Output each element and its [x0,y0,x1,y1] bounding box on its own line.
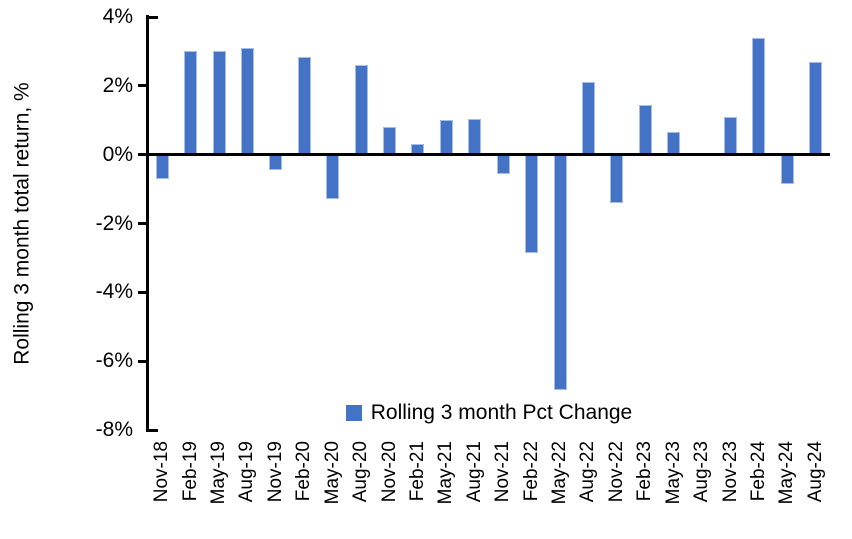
bar-feb-22 [525,154,539,253]
y-tick-label: 4% [102,5,133,28]
x-tick-label: Feb-22 [520,441,542,502]
x-tick-label: Feb-23 [634,441,656,502]
bar-aug-24 [809,61,823,155]
y-tick-label: 2% [102,73,133,97]
x-tick-label: Feb-20 [293,441,315,502]
bar-nov-19 [269,154,283,171]
y-tick-label: -4% [95,280,133,304]
zero-line [146,153,830,157]
x-tick-label: May-19 [208,441,230,505]
legend-marker-icon [345,405,362,421]
x-tick-label: Aug-20 [350,441,372,503]
bar-aug-19 [240,47,254,155]
x-tick-label: Aug-19 [236,441,258,503]
x-tick-label: Feb-19 [179,441,201,502]
bar-nov-22 [610,154,624,203]
x-tick-label: Nov-19 [264,441,286,503]
y-axis-tick [138,84,147,88]
bar-aug-21 [468,118,482,155]
x-tick-label: Nov-22 [605,441,627,503]
x-tick-label: Feb-24 [747,441,769,502]
bar-feb-20 [297,56,311,155]
y-axis-tick [149,428,158,432]
bar-may-22 [553,154,567,391]
x-tick-label: Nov-23 [719,441,741,503]
bar-aug-22 [581,82,595,155]
y-axis-tick [138,359,147,363]
y-axis-tick [138,222,147,225]
x-tick-label: Nov-21 [492,441,514,503]
bar-may-23 [667,132,681,155]
legend: Rolling 3 month Pct Change [148,398,830,428]
bar-nov-23 [724,116,738,155]
y-tick-label: -6% [95,349,133,373]
x-tick-label: Nov-20 [378,441,400,503]
bar-may-21 [439,120,453,155]
x-tick-label: Aug-22 [577,441,599,503]
y-tick-label: -2% [95,211,133,235]
bar-aug-20 [354,65,368,155]
bar-nov-18 [155,154,169,179]
y-axis-line [146,15,149,432]
x-tick-label: May-22 [549,441,571,505]
bar-may-20 [326,154,340,200]
y-axis-tick [138,153,147,157]
x-tick-label: Aug-23 [691,441,713,503]
x-tick-label: May-23 [662,441,684,505]
y-axis-tick [138,290,147,294]
x-tick-label: May-20 [321,441,343,505]
legend-label: Rolling 3 month Pct Change [370,401,633,424]
bar-feb-24 [752,37,766,155]
bar-feb-19 [184,51,198,155]
x-tick-label: May-21 [435,441,457,505]
x-tick-label: Feb-21 [406,441,428,502]
y-axis-tick [149,15,158,19]
y-tick-label: 0% [102,142,133,166]
x-tick-label: Nov-18 [151,441,173,503]
bar-nov-21 [496,154,510,174]
x-tick-label: May-24 [776,441,798,505]
bar-nov-20 [383,127,397,155]
y-tick-label: -8% [95,418,133,441]
y-axis-title: Rolling 3 month total return, % [10,82,34,365]
x-tick-label: Aug-24 [804,441,826,503]
bar-may-19 [212,51,226,155]
x-tick-label: Aug-21 [463,441,485,503]
bar-feb-23 [638,104,652,155]
bar-may-24 [780,154,794,184]
